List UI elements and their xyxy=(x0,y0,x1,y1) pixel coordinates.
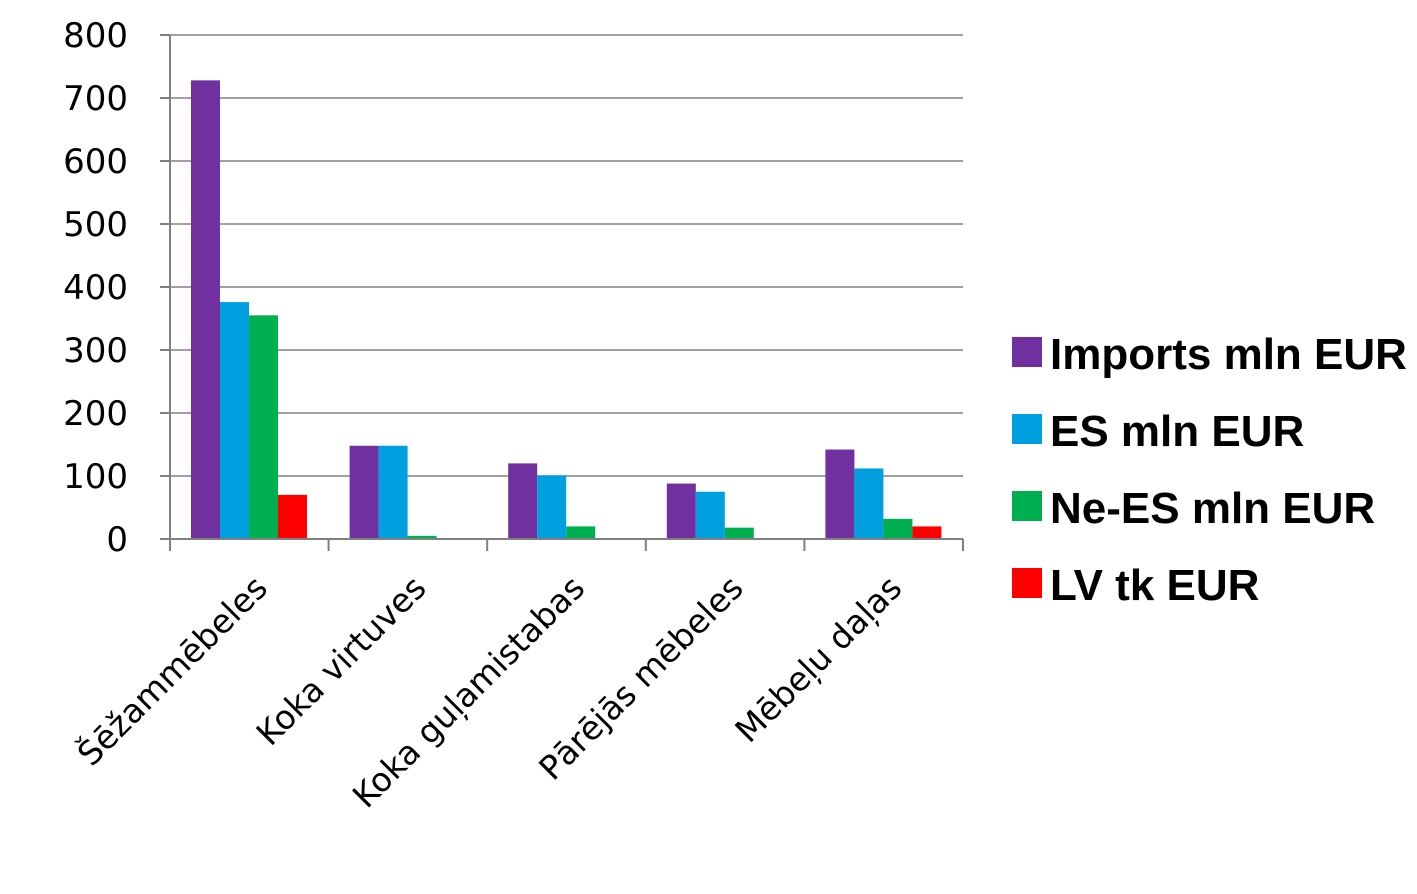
legend: Imports mln EUR ES mln EUR Ne-ES mln EUR LV… xyxy=(1012,330,1407,610)
y-tick-label: 400 xyxy=(63,268,128,308)
y-tick-label: 200 xyxy=(63,394,128,434)
legend-swatch xyxy=(1012,491,1042,521)
y-tick-label: 500 xyxy=(63,205,128,245)
legend-swatch xyxy=(1012,414,1042,444)
bar xyxy=(912,526,942,539)
bar xyxy=(537,475,567,539)
legend-swatch xyxy=(1012,337,1042,367)
legend-entry: Ne-ES mln EUR xyxy=(1012,484,1375,533)
bar xyxy=(407,535,437,539)
bar xyxy=(220,302,249,539)
y-tick-label: 0 xyxy=(106,520,128,560)
bar xyxy=(378,445,408,539)
bar xyxy=(349,445,379,539)
y-tick-label: 700 xyxy=(63,79,128,119)
x-category-label: Koka virtuves xyxy=(249,568,434,753)
bar xyxy=(508,463,538,539)
x-category-label: Mēbeļu daļas xyxy=(727,568,909,750)
y-tick-label: 600 xyxy=(63,142,128,182)
axes xyxy=(160,34,964,551)
bar xyxy=(854,468,884,539)
legend-label: Imports mln EUR xyxy=(1050,330,1407,379)
x-category-label: Šēžammēbeles xyxy=(69,567,275,773)
bars xyxy=(191,80,942,540)
bar xyxy=(695,491,725,539)
bar xyxy=(724,527,754,539)
y-axis-tick-labels: 0 100 200 300 400 500 600 700 800 xyxy=(63,16,128,560)
legend-entry: LV tk EUR xyxy=(1012,561,1259,610)
y-tick-label: 300 xyxy=(63,331,128,371)
bar xyxy=(825,449,855,539)
legend-entry: ES mln EUR xyxy=(1012,407,1304,456)
bar xyxy=(883,518,913,539)
y-tick-label: 800 xyxy=(63,16,128,56)
legend-swatch xyxy=(1012,568,1042,598)
legend-label: ES mln EUR xyxy=(1050,407,1304,456)
bar xyxy=(566,526,596,539)
bar xyxy=(278,494,307,539)
bar xyxy=(249,315,278,539)
legend-label: Ne-ES mln EUR xyxy=(1050,484,1375,533)
legend-label: LV tk EUR xyxy=(1050,561,1259,610)
bar xyxy=(191,80,220,540)
y-tick-label: 100 xyxy=(63,457,128,497)
bar xyxy=(666,483,696,539)
legend-entry: Imports mln EUR xyxy=(1012,330,1407,379)
gridlines xyxy=(170,34,963,477)
